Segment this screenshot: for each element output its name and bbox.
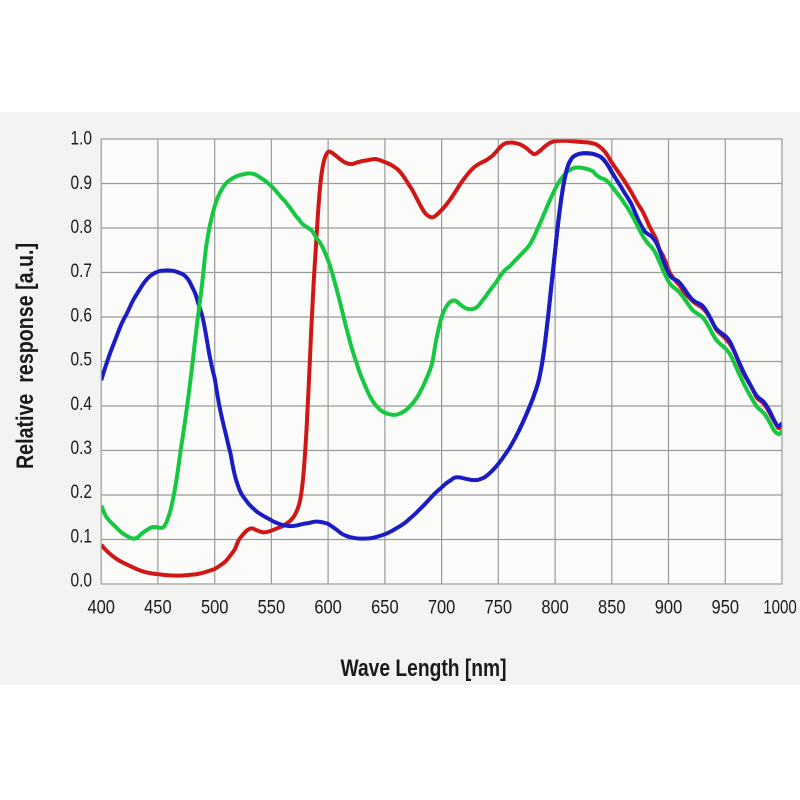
svg-text:Wave Length [nm]: Wave Length [nm] <box>341 655 507 682</box>
svg-text:0.0: 0.0 <box>71 571 93 592</box>
svg-text:950: 950 <box>712 598 740 619</box>
svg-text:450: 450 <box>144 598 172 619</box>
svg-text:0.8: 0.8 <box>71 217 93 238</box>
svg-text:1.0: 1.0 <box>71 129 93 150</box>
svg-text:1000: 1000 <box>763 598 797 619</box>
svg-text:700: 700 <box>428 598 456 619</box>
svg-text:0.6: 0.6 <box>71 305 93 326</box>
svg-text:0.4: 0.4 <box>71 394 93 415</box>
svg-text:0.1: 0.1 <box>71 526 93 547</box>
svg-text:0.7: 0.7 <box>71 261 93 282</box>
svg-text:650: 650 <box>371 598 399 619</box>
svg-text:750: 750 <box>485 598 513 619</box>
svg-text:850: 850 <box>598 598 626 619</box>
svg-text:0.5: 0.5 <box>71 350 93 371</box>
svg-text:600: 600 <box>314 598 342 619</box>
svg-text:500: 500 <box>201 598 229 619</box>
svg-text:550: 550 <box>258 598 286 619</box>
svg-text:0.9: 0.9 <box>71 173 93 194</box>
svg-text:900: 900 <box>655 598 683 619</box>
svg-text:400: 400 <box>87 598 115 619</box>
svg-text:800: 800 <box>541 598 569 619</box>
svg-text:0.2: 0.2 <box>71 482 93 503</box>
svg-text:Relative response [a.u.]: Relative response [a.u.] <box>12 243 39 469</box>
svg-text:0.3: 0.3 <box>71 438 93 459</box>
